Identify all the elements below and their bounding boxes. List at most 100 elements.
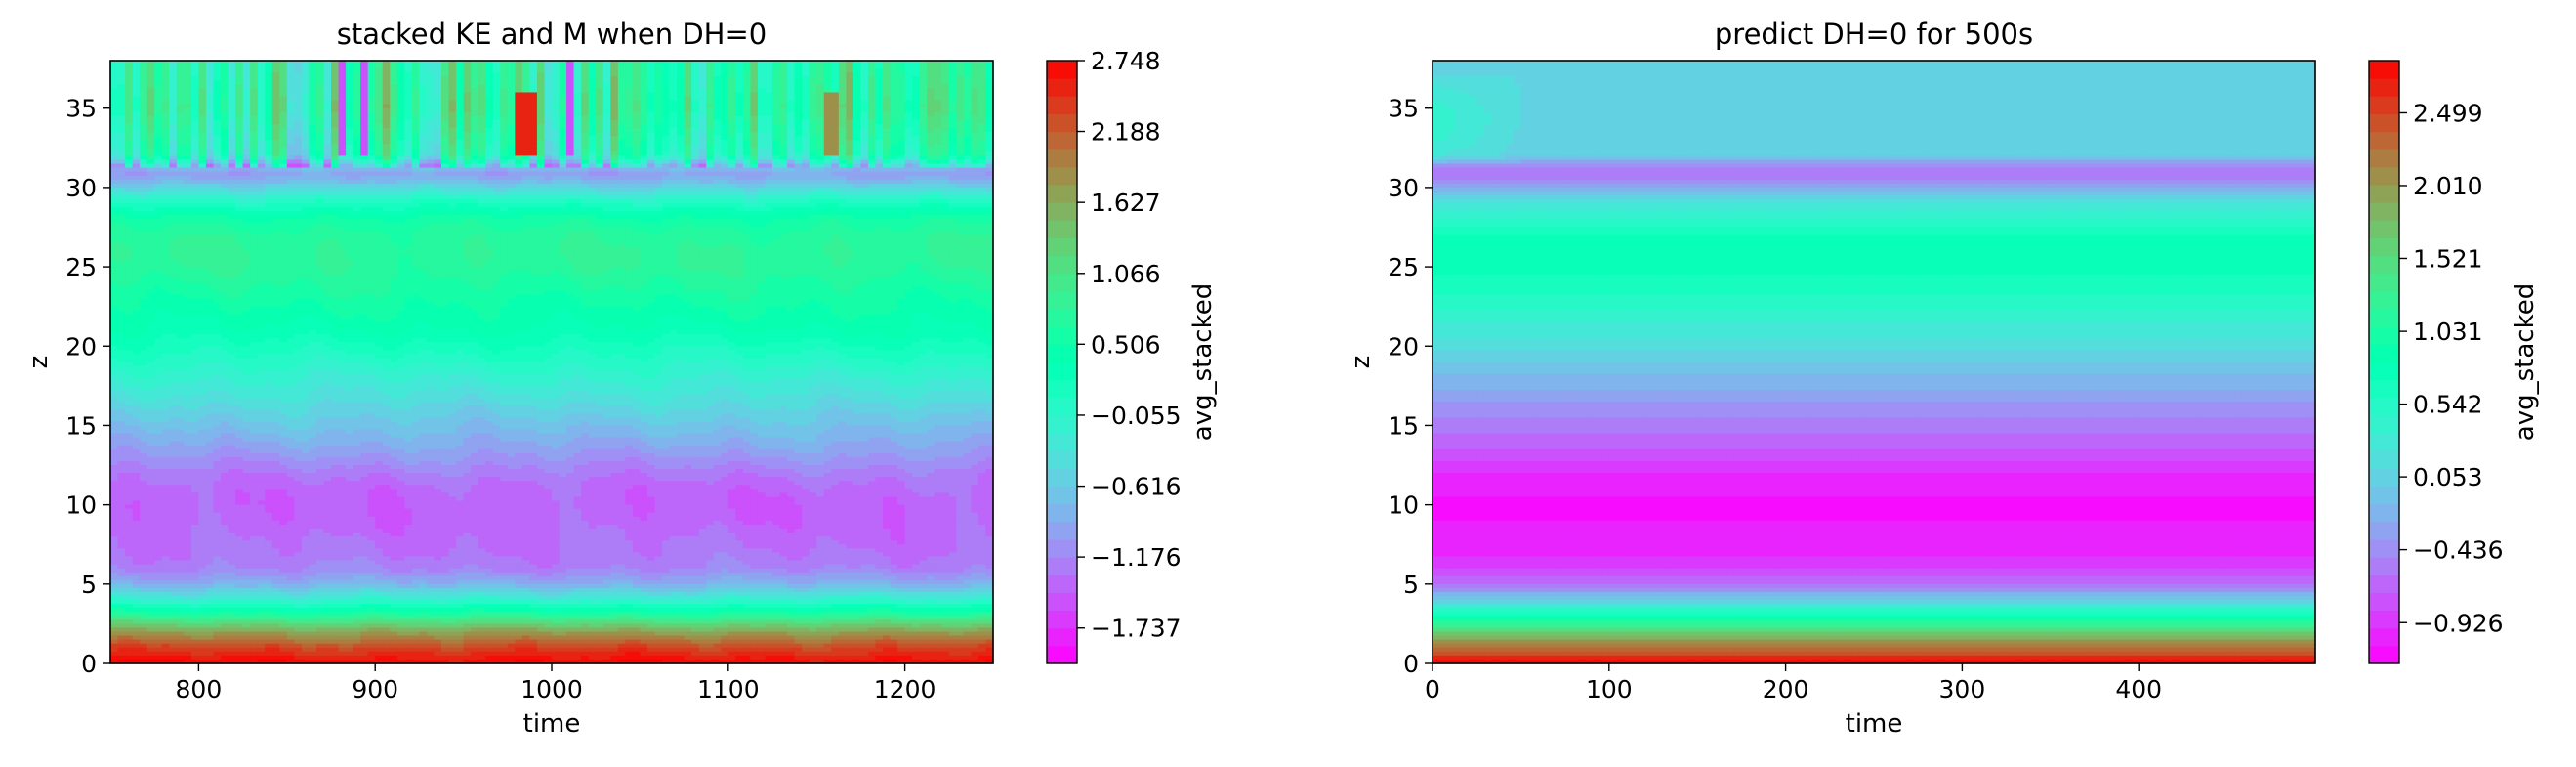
colorbar-segment — [1047, 487, 1077, 505]
colorbar-segment — [1047, 237, 1077, 256]
x-tick-label: 1000 — [520, 675, 583, 703]
colorbar-segment — [1047, 61, 1077, 79]
colorbar-segment — [1047, 132, 1077, 150]
x-tick-label: 1100 — [697, 675, 760, 703]
colorbar-segment — [2369, 167, 2399, 186]
x-tick-label: 200 — [1763, 675, 1809, 703]
y-tick-label: 0 — [1403, 650, 1419, 678]
x-tick-label: 1200 — [874, 675, 936, 703]
colorbar-segment — [1047, 291, 1077, 310]
colorbar-tick-label: 1.031 — [2413, 318, 2483, 346]
colorbar-segment — [2369, 96, 2399, 114]
y-tick-label: 10 — [1388, 491, 1419, 520]
colorbar-segment — [2369, 149, 2399, 168]
colorbar-tick-label: 0.506 — [1091, 330, 1161, 359]
colorbar-segment — [1047, 628, 1077, 647]
colorbar-segment — [1047, 380, 1077, 399]
x-tick-label: 900 — [352, 675, 398, 703]
colorbar-segment — [1047, 113, 1077, 132]
colorbar-segment — [2369, 557, 2399, 575]
colorbar-tick-label: −1.176 — [1091, 543, 1182, 572]
colorbar-segment — [1047, 504, 1077, 523]
colorbar-segment — [2369, 539, 2399, 558]
colorbar-label: avg_stacked — [1188, 283, 1218, 441]
colorbar-segment — [2369, 398, 2399, 416]
y-tick-label: 0 — [81, 650, 97, 678]
colorbar-tick-label: 1.066 — [1091, 260, 1161, 288]
colorbar-tick-label: 0.542 — [2413, 391, 2483, 419]
y-tick-label: 5 — [1403, 571, 1419, 599]
colorbar-segment — [1047, 78, 1077, 97]
colorbar-tick-label: 2.499 — [2413, 99, 2483, 127]
colorbar-segment — [1047, 611, 1077, 629]
x-tick-label: 800 — [176, 675, 223, 703]
colorbar-tick-label: 1.521 — [2413, 244, 2483, 273]
colorbar-segment — [1047, 149, 1077, 168]
y-tick-label: 15 — [1388, 411, 1419, 440]
colorbar-segment — [2369, 415, 2399, 434]
chart-title: stacked KE and M when DH=0 — [337, 18, 767, 51]
colorbar-tick-label: −0.436 — [2413, 536, 2504, 565]
colorbar-segment — [2369, 575, 2399, 593]
colorbar-segment — [1047, 575, 1077, 593]
colorbar-segment — [2369, 237, 2399, 256]
colorbar-segment — [1047, 415, 1077, 434]
colorbar-segment — [1047, 202, 1077, 221]
y-tick-label: 25 — [1388, 253, 1419, 281]
colorbar-segment — [2369, 522, 2399, 540]
y-tick-label: 35 — [65, 95, 97, 123]
y-tick-label: 30 — [1388, 174, 1419, 202]
y-tick-label: 35 — [1388, 95, 1419, 123]
colorbar: −0.926−0.4360.0530.5421.0311.5212.0102.4… — [2369, 61, 2540, 664]
colorbar-segment — [2369, 487, 2399, 505]
y-tick-label: 15 — [65, 411, 97, 440]
colorbar-segment — [1047, 256, 1077, 275]
y-tick-label: 25 — [65, 253, 97, 281]
colorbar-tick-label: 2.188 — [1091, 118, 1161, 147]
colorbar-tick-label: 1.627 — [1091, 189, 1161, 217]
x-tick-label: 300 — [1939, 675, 1986, 703]
colorbar-segment — [1047, 344, 1077, 362]
colorbar-segment — [2369, 362, 2399, 381]
colorbar-tick-label: 0.053 — [2413, 463, 2483, 491]
colorbar-segment — [1047, 326, 1077, 345]
colorbar-segment — [2369, 309, 2399, 327]
colorbar-segment — [2369, 628, 2399, 647]
colorbar-segment — [2369, 380, 2399, 399]
colorbar-tick-label: 2.748 — [1091, 47, 1161, 75]
x-tick-label: 100 — [1586, 675, 1633, 703]
colorbar-segment — [2369, 78, 2399, 97]
colorbar-label: avg_stacked — [2511, 283, 2540, 441]
colorbar-segment — [2369, 202, 2399, 221]
colorbar-segment — [2369, 185, 2399, 203]
colorbar-tick-label: −0.055 — [1091, 402, 1182, 430]
y-tick-label: 20 — [1388, 332, 1419, 361]
colorbar-segment — [1047, 450, 1077, 469]
colorbar-segment — [2369, 450, 2399, 469]
contour-field — [1433, 61, 2316, 664]
colorbar-segment — [2369, 326, 2399, 345]
colorbar-segment — [2369, 291, 2399, 310]
contour-field — [110, 61, 994, 664]
x-axis-label: time — [523, 709, 581, 739]
y-tick-label: 10 — [65, 491, 97, 520]
colorbar-segment — [2369, 256, 2399, 275]
colorbar-segment — [1047, 557, 1077, 575]
colorbar-segment — [1047, 592, 1077, 611]
x-axis-label: time — [1846, 709, 1903, 739]
colorbar-segment — [1047, 309, 1077, 327]
colorbar-tick-label: 2.010 — [2413, 172, 2483, 200]
colorbar-segment — [1047, 362, 1077, 381]
y-tick-label: 30 — [65, 174, 97, 202]
colorbar-segment — [2369, 274, 2399, 292]
colorbar-segment — [1047, 220, 1077, 238]
x-tick-label: 400 — [2115, 675, 2162, 703]
colorbar-segment — [2369, 646, 2399, 664]
colorbar-segment — [2369, 504, 2399, 523]
colorbar-segment — [1047, 468, 1077, 487]
y-axis-label: z — [24, 356, 54, 369]
colorbar-segment — [2369, 468, 2399, 487]
colorbar-tick-label: −1.737 — [1091, 615, 1182, 643]
colorbar-segment — [1047, 167, 1077, 186]
colorbar-segment — [1047, 433, 1077, 451]
